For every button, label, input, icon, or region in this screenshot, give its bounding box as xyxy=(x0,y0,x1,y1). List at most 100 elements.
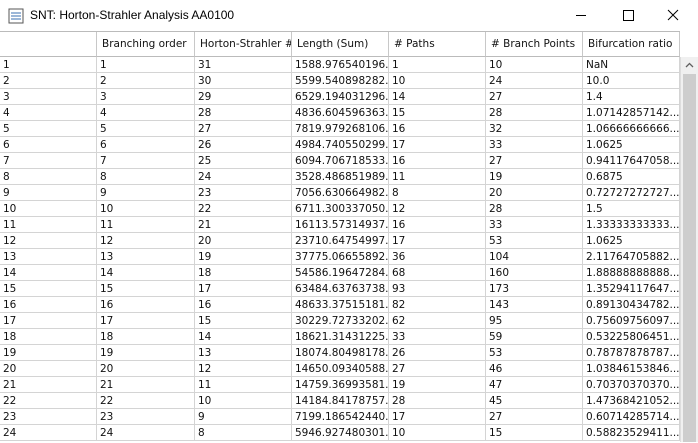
table-cell: 173 xyxy=(486,281,583,297)
table-cell: 30229.72733202... xyxy=(292,313,389,329)
table-cell: 19 xyxy=(97,345,195,361)
table-cell: 33 xyxy=(486,137,583,153)
table-cell: 53 xyxy=(486,345,583,361)
table-cell: 32 xyxy=(486,121,583,137)
table-cell: 16 xyxy=(389,121,486,137)
table-cell: 21 xyxy=(0,377,97,393)
table-cell: 10 xyxy=(486,57,583,73)
table-cell: 0.6875 xyxy=(583,169,680,185)
table-cell: 1.35294117647... xyxy=(583,281,680,297)
table-cell: 23 xyxy=(195,185,292,201)
table-cell: 54586.19647284... xyxy=(292,265,389,281)
table-cell: 28 xyxy=(486,201,583,217)
table-cell: 19 xyxy=(195,249,292,265)
table-cell: 0.89130434782... xyxy=(583,297,680,313)
table-cell: 14650.09340588... xyxy=(292,361,389,377)
table-cell: 2.11764705882... xyxy=(583,249,680,265)
table-cell: 3 xyxy=(0,89,97,105)
table-cell: 11 xyxy=(97,217,195,233)
table-cell: 14 xyxy=(195,329,292,345)
table-cell: 0.53225806451... xyxy=(583,329,680,345)
scroll-up[interactable] xyxy=(681,57,698,74)
table-cell: 20 xyxy=(0,361,97,377)
scroll-thumb[interactable] xyxy=(683,74,696,442)
table-cell: 3 xyxy=(97,89,195,105)
table-cell: 0.60714285714... xyxy=(583,409,680,425)
table-cell: 4984.740550299... xyxy=(292,137,389,153)
table-cell: 22 xyxy=(97,393,195,409)
table-cell: 33 xyxy=(486,217,583,233)
table-cell: 9 xyxy=(0,185,97,201)
table-cell: 10 xyxy=(97,201,195,217)
table-cell: 37775.06655892... xyxy=(292,249,389,265)
table-cell: 5 xyxy=(0,121,97,137)
minimize-button[interactable] xyxy=(558,0,604,31)
table-cell: 15 xyxy=(0,281,97,297)
table-cell: 25 xyxy=(195,153,292,169)
table-cell: 8 xyxy=(97,169,195,185)
table-cell: 28 xyxy=(389,393,486,409)
table-cell: 17 xyxy=(0,313,97,329)
table-cell: 26 xyxy=(389,345,486,361)
table-cell: 68 xyxy=(389,265,486,281)
table-cell: 31 xyxy=(195,57,292,73)
table-cell: 18 xyxy=(0,329,97,345)
table-cell: 10 xyxy=(389,73,486,89)
table-cell: 82 xyxy=(389,297,486,313)
table-cell: 17 xyxy=(389,233,486,249)
table-cell: 12 xyxy=(195,361,292,377)
table-cell: 8 xyxy=(0,169,97,185)
maximize-button[interactable] xyxy=(604,0,650,31)
table-cell: 14 xyxy=(389,89,486,105)
table-cell: 1 xyxy=(97,57,195,73)
table-cell: 10 xyxy=(0,201,97,217)
table-cell: 24 xyxy=(486,73,583,89)
table-cell: 1.0625 xyxy=(583,233,680,249)
table-cell: 1.33333333333... xyxy=(583,217,680,233)
window-title: SNT: Horton-Strahler Analysis AA0100 xyxy=(30,8,235,22)
table-cell: 15 xyxy=(195,313,292,329)
table-cell: 13 xyxy=(195,345,292,361)
table-cell: 8 xyxy=(389,185,486,201)
column-header: Branching order xyxy=(97,32,195,57)
table-cell: 16113.57314937... xyxy=(292,217,389,233)
table-cell: 26 xyxy=(195,137,292,153)
table-cell: 0.72727272727... xyxy=(583,185,680,201)
scrollbar[interactable] xyxy=(680,57,698,442)
table-cell: 23 xyxy=(0,409,97,425)
table-cell: 62 xyxy=(389,313,486,329)
table-cell: 20 xyxy=(486,185,583,201)
table-cell: 143 xyxy=(486,297,583,313)
table-cell: 17 xyxy=(389,409,486,425)
table-cell: 8 xyxy=(195,425,292,441)
column-header: # Branch Points xyxy=(486,32,583,57)
table-cell: 2 xyxy=(97,73,195,89)
table-cell: 16 xyxy=(389,217,486,233)
table-cell: 95 xyxy=(486,313,583,329)
close-button[interactable] xyxy=(650,0,696,31)
table-cell: 16 xyxy=(0,297,97,313)
table-cell: 1588.976540196... xyxy=(292,57,389,73)
table-cell: 12 xyxy=(97,233,195,249)
table-cell: 1.5 xyxy=(583,201,680,217)
table-cell: 1.88888888888... xyxy=(583,265,680,281)
table-cell: 19 xyxy=(0,345,97,361)
table-cell: 24 xyxy=(195,169,292,185)
column-header: Horton-Strahler # xyxy=(195,32,292,57)
table-cell: 19 xyxy=(486,169,583,185)
table-cell: 46 xyxy=(486,361,583,377)
table-cell: 1.0625 xyxy=(583,137,680,153)
table-cell: 160 xyxy=(486,265,583,281)
table-cell: 7 xyxy=(0,153,97,169)
table-cell: 27 xyxy=(195,121,292,137)
table-cell: 17 xyxy=(195,281,292,297)
table-cell: 29 xyxy=(195,89,292,105)
table-cell: 16 xyxy=(97,297,195,313)
table-cell: 7819.979268106... xyxy=(292,121,389,137)
table-cell: 1 xyxy=(389,57,486,73)
table-cell: 12 xyxy=(389,201,486,217)
table-cell: 27 xyxy=(389,361,486,377)
table-cell: 10 xyxy=(195,393,292,409)
table-cell: 93 xyxy=(389,281,486,297)
table-cell: 45 xyxy=(486,393,583,409)
